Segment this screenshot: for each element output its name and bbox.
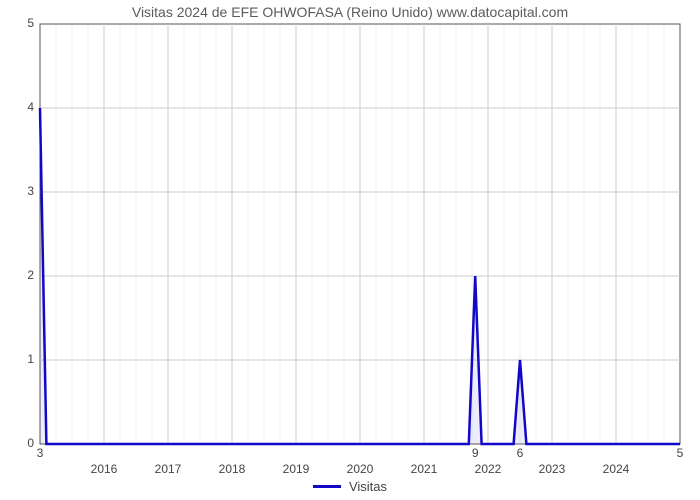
x-tick-label: 2023 [539,462,566,476]
y-tick-label: 4 [10,100,34,114]
legend-item-visitas: Visitas [313,479,387,494]
x-tick-label: 2021 [411,462,438,476]
plot-area [0,0,700,500]
x-tick-label: 2018 [219,462,246,476]
extra-x-label: 6 [517,446,524,460]
y-tick-label: 3 [10,184,34,198]
y-tick-label: 5 [10,16,34,30]
y-tick-label: 0 [10,436,34,450]
legend-label: Visitas [349,479,387,494]
x-tick-label: 2022 [475,462,502,476]
x-tick-label: 2019 [283,462,310,476]
y-tick-label: 2 [10,268,34,282]
legend: Visitas [0,475,700,494]
x-tick-label: 2024 [603,462,630,476]
y-tick-label: 1 [10,352,34,366]
x-tick-label: 2016 [91,462,118,476]
extra-x-label: 5 [677,446,684,460]
x-tick-label: 2017 [155,462,182,476]
legend-swatch [313,485,341,488]
extra-x-label: 3 [37,446,44,460]
visits-chart: Visitas 2024 de EFE OHWOFASA (Reino Unid… [0,0,700,500]
extra-x-label: 9 [472,446,479,460]
x-tick-label: 2020 [347,462,374,476]
